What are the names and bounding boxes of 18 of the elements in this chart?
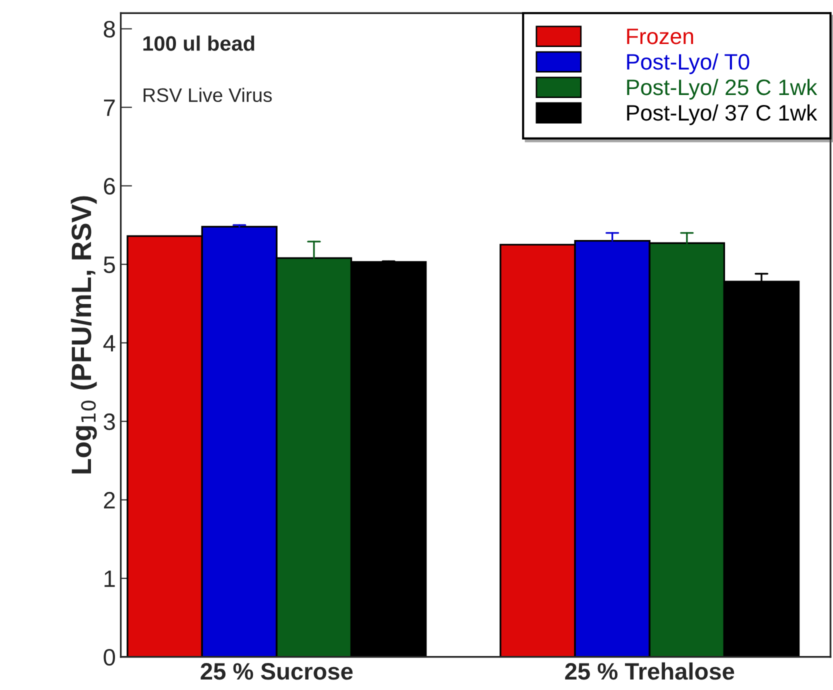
y-tick-label: 5 [104,256,115,274]
y-axis-title: Log$_{10}$ (PFU/mL, RSV) [70,196,97,474]
legend-label: Frozen [627,28,694,44]
y-tick-label: 4 [103,335,116,352]
legend-label: Post-Lyo/ 25 C 1wk [627,78,818,100]
x-tick-label: 25 % Sucrose [200,663,353,680]
y-tick-label: 6 [104,178,115,195]
legend-label: Post-Lyo/ T0 [627,53,750,74]
annotation: 100 ul bead [143,36,254,51]
y-tick-label: 3 [104,413,115,430]
y-tick-label: 0 [104,648,115,666]
x-tick-label: 25 % Trehalose [565,662,734,680]
legend-label: Post-Lyo/ 37 C 1wk [627,104,818,126]
y-tick-label: 2 [104,492,115,508]
annotation: RSV Live Virus [144,88,272,102]
y-tick-label: 1 [104,570,115,587]
y-tick-label: 7 [104,100,115,116]
y-tick-label: 8 [104,20,115,38]
